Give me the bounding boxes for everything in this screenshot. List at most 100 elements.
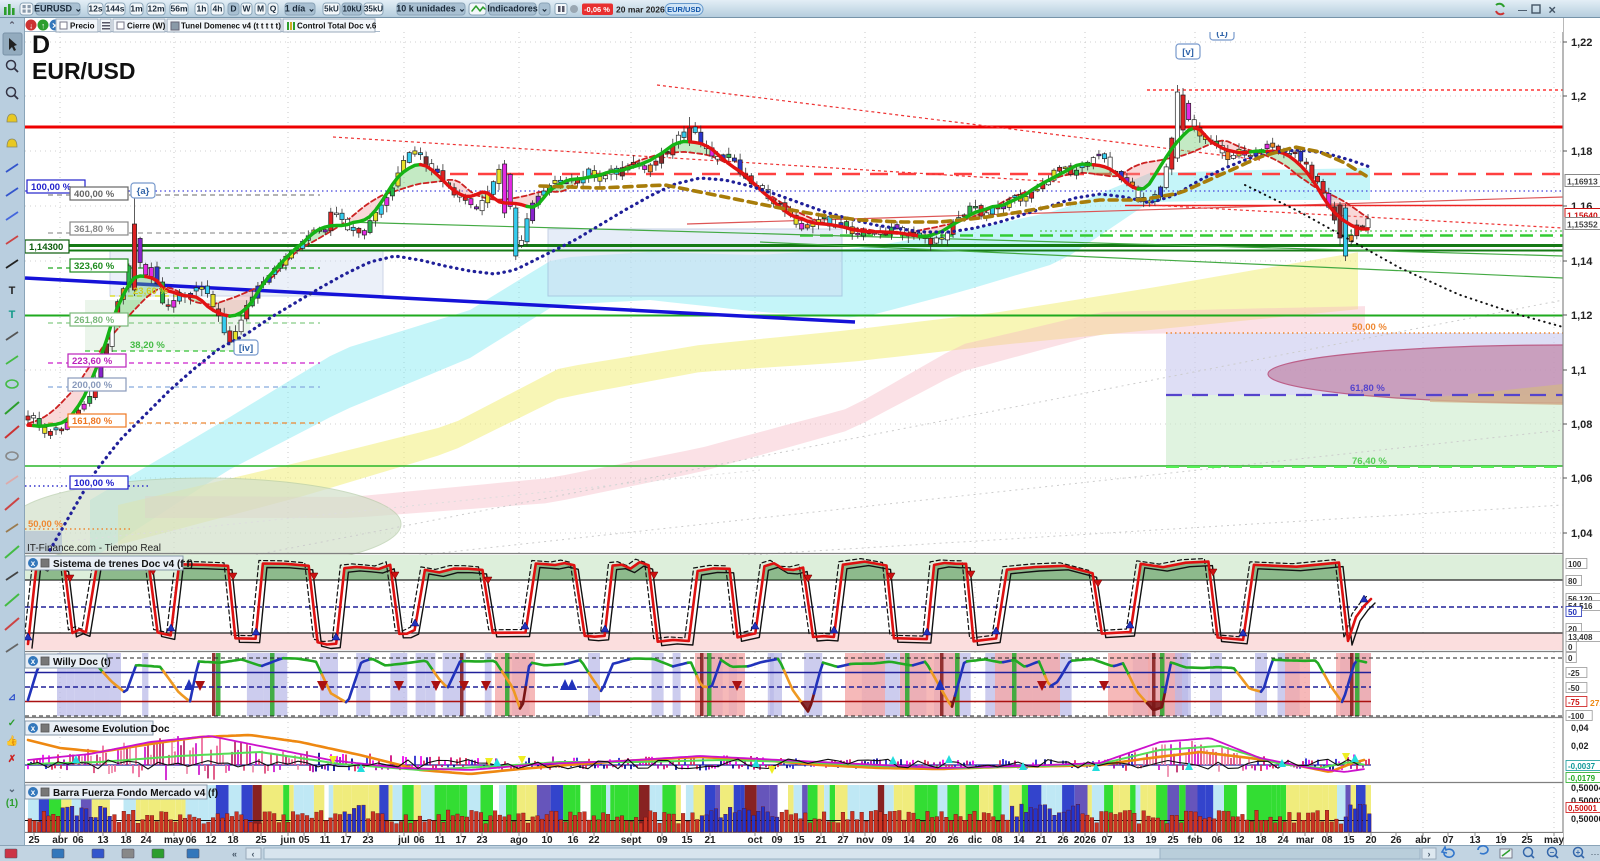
svg-text:18: 18: [120, 835, 132, 846]
svg-text:EUR/USD: EUR/USD: [32, 58, 136, 84]
svg-text:200,00 %: 200,00 %: [72, 380, 113, 391]
svg-text:jun: jun: [280, 835, 296, 846]
svg-text:1,2: 1,2: [1571, 91, 1586, 103]
svg-text:06: 06: [185, 835, 197, 846]
svg-text:nov: nov: [856, 835, 874, 846]
svg-text:⋯: ⋯: [1591, 849, 1600, 859]
svg-text:Sistema de trenes Doc v4 (f f): Sistema de trenes Doc v4 (f f): [53, 559, 193, 570]
svg-text:323,60 %: 323,60 %: [74, 261, 115, 272]
svg-text:‹: ‹: [252, 849, 255, 859]
svg-text:0,02: 0,02: [1571, 741, 1589, 751]
svg-text:10: 10: [541, 835, 553, 846]
svg-text:26: 26: [1390, 835, 1402, 846]
svg-text:oct: oct: [748, 835, 764, 846]
svg-text:⌄: ⌄: [541, 4, 549, 14]
svg-text:[iv]: [iv]: [239, 343, 253, 354]
svg-text:09: 09: [656, 835, 668, 846]
svg-text:20: 20: [1568, 625, 1577, 634]
svg-text:Precio: Precio: [70, 22, 95, 31]
svg-text:(1): (1): [6, 798, 18, 809]
svg-text:21: 21: [815, 835, 827, 846]
svg-text:56m: 56m: [170, 4, 187, 14]
svg-text:0,04: 0,04: [1571, 723, 1589, 733]
svg-text:Barra Fuerza Fondo Mercado v4: Barra Fuerza Fondo Mercado v4 (f): [53, 788, 218, 799]
svg-text:jul: jul: [397, 835, 410, 846]
svg-text:50,00 %: 50,00 %: [1352, 322, 1387, 333]
svg-text:1,14300: 1,14300: [29, 242, 63, 253]
svg-text:x: x: [31, 788, 36, 797]
svg-text:20: 20: [925, 835, 937, 846]
svg-text:100,00 %: 100,00 %: [31, 182, 72, 193]
svg-text:T: T: [9, 285, 16, 297]
svg-text:25: 25: [28, 835, 40, 846]
svg-text:13: 13: [1123, 835, 1135, 846]
svg-text:1,06: 1,06: [1571, 473, 1592, 485]
svg-text:19: 19: [1145, 835, 1157, 846]
svg-text:10kU: 10kU: [342, 5, 361, 14]
svg-text:✕: ✕: [1548, 6, 1556, 17]
svg-text:-0,06 %: -0,06 %: [584, 5, 610, 14]
svg-text:1,12: 1,12: [1571, 310, 1592, 322]
svg-text:+: +: [1576, 848, 1581, 857]
svg-text:1,22: 1,22: [1571, 37, 1592, 49]
svg-text:5kU: 5kU: [324, 5, 339, 14]
svg-text:14: 14: [903, 835, 915, 846]
svg-text:1 día ⌄: 1 día ⌄: [285, 4, 316, 14]
svg-text:Willy Doc (t): Willy Doc (t): [53, 657, 111, 668]
svg-text:T: T: [9, 309, 16, 321]
svg-text:4h: 4h: [213, 4, 223, 14]
svg-text:may: may: [1544, 835, 1564, 846]
svg-text:09: 09: [881, 835, 893, 846]
svg-text:{a}: {a}: [137, 186, 150, 197]
svg-text:—: —: [1518, 5, 1527, 15]
svg-text:08: 08: [1321, 835, 1333, 846]
svg-text:1h: 1h: [197, 4, 207, 14]
svg-text:ago: ago: [510, 835, 528, 846]
svg-text:13: 13: [1469, 835, 1481, 846]
svg-text:144s: 144s: [106, 4, 125, 14]
svg-text:–: –: [1550, 848, 1555, 857]
svg-text:12s: 12s: [88, 4, 102, 14]
svg-text:361,80 %: 361,80 %: [74, 224, 115, 235]
svg-text:100,00 %: 100,00 %: [74, 478, 115, 489]
svg-text:23,60 %: 23,60 %: [133, 286, 168, 297]
svg-text:may: may: [164, 835, 184, 846]
svg-text:Q: Q: [270, 4, 277, 14]
svg-text:22: 22: [588, 835, 600, 846]
svg-text:61,80 %: 61,80 %: [1350, 383, 1385, 394]
svg-text:Indicadores: Indicadores: [487, 4, 538, 14]
svg-text:M: M: [257, 4, 264, 14]
svg-text:mar: mar: [1296, 835, 1314, 846]
svg-text:18: 18: [227, 835, 239, 846]
svg-text:-100: -100: [1568, 712, 1585, 721]
svg-text:19: 19: [1495, 835, 1507, 846]
svg-text:13: 13: [97, 835, 109, 846]
svg-text:09: 09: [771, 835, 783, 846]
svg-text:24: 24: [140, 835, 152, 846]
svg-text:50,00 %: 50,00 %: [28, 519, 63, 530]
svg-text:D: D: [32, 31, 50, 59]
svg-text:✗: ✗: [8, 754, 16, 765]
svg-text:14: 14: [1013, 835, 1025, 846]
svg-text:16: 16: [567, 835, 579, 846]
svg-text:1,15640: 1,15640: [1567, 211, 1598, 221]
svg-text:x: x: [31, 724, 36, 733]
svg-text:25: 25: [1167, 835, 1179, 846]
svg-text:0: 0: [1568, 654, 1573, 663]
svg-text:W: W: [242, 4, 251, 14]
svg-text:-0,0179: -0,0179: [1568, 774, 1596, 783]
svg-text:Cierre (W): Cierre (W): [127, 22, 166, 31]
svg-text:26: 26: [947, 835, 959, 846]
svg-text:07: 07: [1442, 835, 1454, 846]
svg-text:[v]: [v]: [1182, 47, 1194, 58]
svg-text:38,20 %: 38,20 %: [130, 340, 165, 351]
svg-text:Tunel Domenec v4 (t t t t t): Tunel Domenec v4 (t t t t t): [181, 22, 281, 31]
svg-text:21: 21: [1035, 835, 1047, 846]
svg-text:25: 25: [1521, 835, 1533, 846]
svg-text:17: 17: [455, 835, 467, 846]
svg-text:15: 15: [1343, 835, 1355, 846]
svg-text:›: ›: [1428, 849, 1431, 859]
svg-text:23: 23: [362, 835, 374, 846]
svg-text:12: 12: [1233, 835, 1245, 846]
